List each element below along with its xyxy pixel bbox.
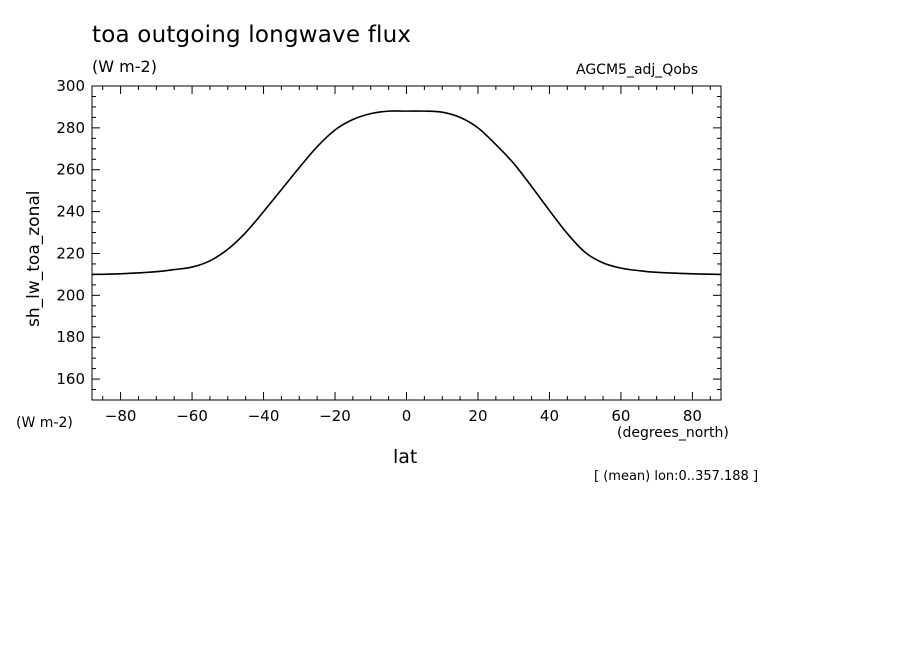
series-line: [91, 110, 722, 276]
y-tick-label: 220: [56, 244, 85, 262]
y-tick-label: 260: [56, 161, 85, 179]
y-tick-label: 300: [56, 77, 85, 95]
x-tick-label: 0: [402, 407, 412, 425]
x-tick-label: 40: [540, 407, 559, 425]
x-tick-label: −40: [248, 407, 280, 425]
x-tick-label: −20: [319, 407, 351, 425]
averaging-note: [ (mean) lon:0..357.188 ]: [594, 469, 759, 484]
y-tick-label: 180: [56, 328, 85, 346]
chart-title: toa outgoing longwave flux: [92, 22, 412, 48]
plot-frame: [91, 85, 722, 401]
y-tick-label: 200: [56, 286, 85, 304]
x-axis-units: (degrees_north): [617, 425, 729, 441]
y-tick-label: 160: [56, 370, 85, 388]
x-tick-label: −60: [176, 407, 208, 425]
x-tick-label: 80: [683, 407, 702, 425]
x-tick-label: 20: [468, 407, 487, 425]
y-tick-label: 280: [56, 119, 85, 137]
title-units: (W m-2): [92, 57, 157, 76]
y-tick-label: 240: [56, 203, 85, 221]
x-tick-label: −80: [105, 407, 137, 425]
x-tick-label: 60: [611, 407, 630, 425]
x-axis-label: lat: [393, 446, 418, 468]
y-axis-units: (W m-2): [16, 415, 73, 431]
model-name: AGCM5_adj_Qobs: [576, 62, 699, 78]
